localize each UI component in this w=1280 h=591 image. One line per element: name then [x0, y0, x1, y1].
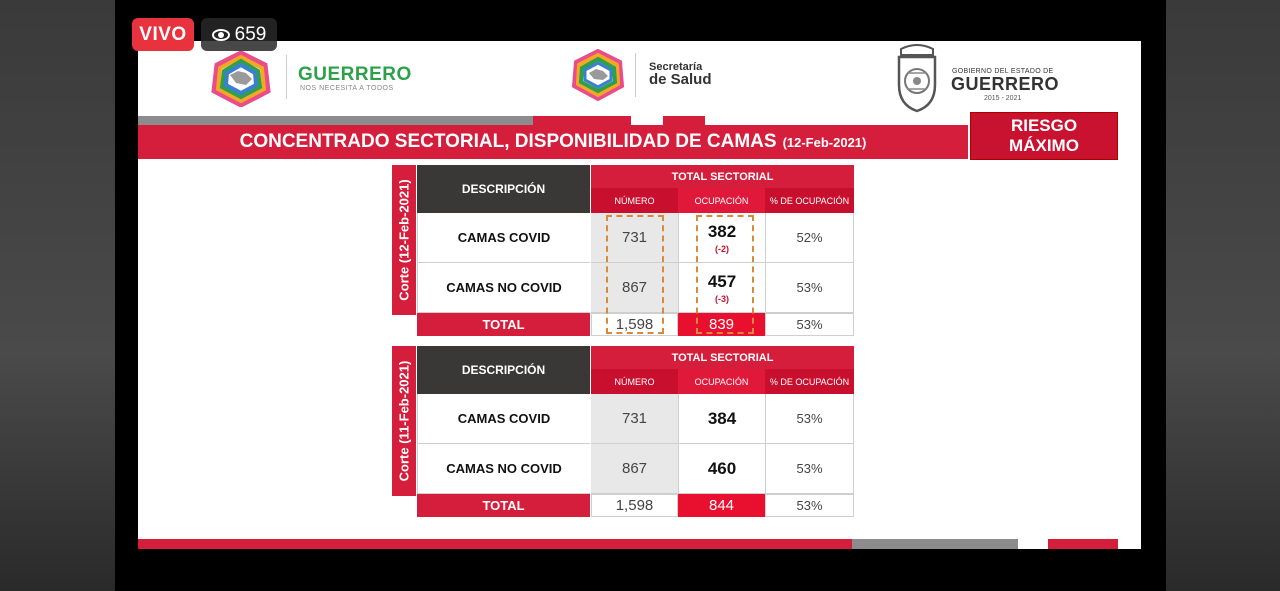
header-total-sectorial: TOTAL SECTORIAL — [591, 165, 854, 188]
total-numero: 1,598 — [591, 494, 678, 517]
top-red-bar-small — [663, 116, 705, 125]
row-pct: 53% — [765, 444, 854, 494]
salud-line2: de Salud — [649, 71, 712, 88]
header-numero: NÚMERO — [591, 369, 678, 394]
salud-divider — [635, 53, 636, 97]
row-ocupacion-delta: (-3) — [715, 293, 729, 304]
row-desc: CAMAS COVID — [417, 213, 590, 263]
row-numero: 731 — [591, 394, 678, 444]
state-shield-icon — [897, 44, 937, 113]
total-ocupacion: 844 — [678, 494, 765, 517]
row-ocupacion: 457 (-3) — [678, 263, 765, 313]
beds-table-11-feb: Corte (11-Feb-2021) DESCRIPCIÓN TOTAL SE… — [392, 346, 854, 517]
beds-table-12-feb: Corte (12-Feb-2021) DESCRIPCIÓN TOTAL SE… — [392, 165, 854, 336]
header-total-sectorial: TOTAL SECTORIAL — [591, 346, 854, 369]
gob-line2: GUERRERO — [951, 74, 1060, 94]
row-numero: 867 — [591, 444, 678, 494]
cut-date-label: Corte (12-Feb-2021) — [392, 165, 416, 315]
live-badge: VIVO — [132, 18, 194, 51]
header-descripcion: DESCRIPCIÓN — [417, 346, 590, 394]
bottom-red-bar-small — [1048, 539, 1118, 549]
row-desc: CAMAS COVID — [417, 394, 590, 444]
bottom-red-bar — [138, 539, 852, 549]
viewer-count-value: 659 — [234, 23, 267, 45]
viewer-count: 659 — [201, 18, 277, 51]
row-ocupacion-value: 457 — [707, 271, 737, 291]
row-ocupacion: 382 (-2) — [678, 213, 765, 263]
eye-icon — [211, 28, 230, 41]
guerrero-title: GUERRERO — [298, 64, 412, 85]
row-pct: 53% — [765, 263, 854, 313]
risk-line1: RIESGO — [1010, 116, 1078, 135]
total-ocupacion: 839 — [678, 313, 765, 336]
highlight-numero-dashed — [606, 215, 664, 334]
presentation-slide: GUERRERO NOS NECESITA A TODOS Secretaría… — [138, 41, 1141, 549]
header-pct-ocupacion: % DE OCUPACIÓN — [765, 369, 854, 394]
total-numero: 1,598 — [591, 313, 678, 336]
row-ocupacion: 384 — [678, 394, 765, 444]
row-ocupacion-value: 382 — [707, 221, 737, 241]
slide-title: CONCENTRADO SECTORIAL, DISPONIBILIDAD DE… — [138, 125, 968, 159]
logo-divider — [286, 55, 287, 99]
top-grey-bar — [138, 116, 533, 125]
gob-line1: GOBIERNO DEL ESTADO DE — [952, 68, 1054, 75]
salud-line1: Secretaría — [649, 61, 703, 73]
row-pct: 52% — [765, 213, 854, 263]
header-ocupacion: OCUPACIÓN — [678, 369, 765, 394]
header-pct-ocupacion: % DE OCUPACIÓN — [765, 188, 854, 213]
total-pct: 53% — [765, 313, 854, 336]
slide-title-date: (12-Feb-2021) — [782, 134, 867, 150]
row-pct: 53% — [765, 394, 854, 444]
salud-logo-icon — [571, 49, 625, 101]
header-ocupacion: OCUPACIÓN — [678, 188, 765, 213]
top-red-bar — [533, 116, 631, 125]
cut-date-text: Corte (12-Feb-2021) — [396, 179, 412, 301]
slide-title-main: CONCENTRADO SECTORIAL, DISPONIBILIDAD DE… — [239, 131, 777, 152]
total-pct: 53% — [765, 494, 854, 517]
cut-date-label: Corte (11-Feb-2021) — [392, 346, 416, 496]
row-desc: CAMAS NO COVID — [417, 444, 590, 494]
row-ocupacion-delta: (-2) — [715, 243, 729, 254]
gob-line3: 2015 - 2021 — [984, 95, 1022, 102]
left-background — [0, 0, 115, 591]
header-descripcion: DESCRIPCIÓN — [417, 165, 590, 213]
guerrero-tagline: NOS NECESITA A TODOS — [300, 85, 394, 92]
row-ocupacion: 460 — [678, 444, 765, 494]
bottom-grey-bar — [852, 539, 1018, 549]
right-background — [1166, 0, 1280, 591]
total-desc: TOTAL — [417, 494, 590, 517]
risk-line2: MÁXIMO — [1009, 136, 1079, 155]
risk-badge: RIESGO MÁXIMO — [970, 112, 1118, 160]
header-numero: NÚMERO — [591, 188, 678, 213]
total-desc: TOTAL — [417, 313, 590, 336]
row-desc: CAMAS NO COVID — [417, 263, 590, 313]
guerrero-logo-icon — [211, 51, 271, 107]
highlight-ocupacion-dashed — [696, 215, 754, 334]
cut-date-text: Corte (11-Feb-2021) — [396, 360, 412, 482]
